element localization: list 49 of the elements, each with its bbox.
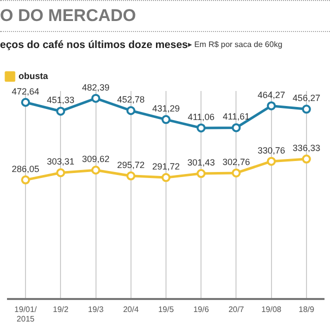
x-tick-label: 20/4	[123, 304, 140, 314]
point	[162, 173, 170, 182]
point	[196, 169, 206, 178]
x-tick-label: 19/08	[261, 304, 282, 314]
point	[21, 98, 30, 107]
data-label: 472,64	[12, 86, 40, 96]
point	[302, 154, 311, 164]
point	[266, 156, 276, 166]
point	[162, 115, 170, 124]
chart-subtitle: eços do café nos últimos doze meses	[0, 39, 188, 51]
point	[232, 123, 241, 132]
point	[302, 104, 311, 114]
x-tick-label: 18/9	[298, 304, 315, 314]
data-label: 301,43	[187, 158, 215, 168]
point	[21, 175, 30, 184]
data-label: 411,06	[188, 112, 215, 122]
point	[91, 94, 100, 103]
point	[196, 123, 206, 132]
data-label: 336,33	[292, 143, 320, 154]
data-label: 291,72	[152, 162, 180, 172]
point	[91, 166, 100, 175]
chart-title: O DO MERCADO	[0, 0, 330, 32]
x-tick-label: 19/5	[158, 304, 174, 314]
data-label: 302,76	[222, 156, 250, 167]
point	[56, 168, 66, 178]
x-tick-label: 19/6	[193, 304, 210, 314]
data-label: 451,33	[46, 95, 74, 106]
data-label: 286,05	[12, 164, 40, 174]
point	[266, 101, 276, 110]
data-label: 464,27	[258, 90, 286, 100]
data-label: 456,27	[292, 93, 320, 104]
data-label: 482,39	[82, 82, 110, 92]
x-tick-label: 20/7	[228, 304, 245, 314]
data-label: 431,29	[152, 104, 180, 114]
x-tick-label: 19/01/ 2015	[14, 304, 38, 324]
point	[126, 106, 136, 116]
data-label: 330,76	[258, 145, 286, 156]
legend-label: obusta	[18, 70, 49, 81]
data-label: 309,62	[82, 154, 110, 164]
data-label: 411,61	[222, 112, 250, 122]
data-label: 452,78	[117, 94, 145, 105]
data-label: 295,72	[117, 160, 145, 170]
point	[232, 168, 241, 178]
point	[56, 106, 66, 116]
data-label: 303,31	[46, 156, 74, 167]
point	[126, 171, 136, 180]
x-tick-label: 19/2	[52, 304, 69, 314]
x-tick-label: 19/3	[88, 304, 104, 314]
text: ▸ Em R$ por saca de 60kg	[188, 40, 282, 49]
